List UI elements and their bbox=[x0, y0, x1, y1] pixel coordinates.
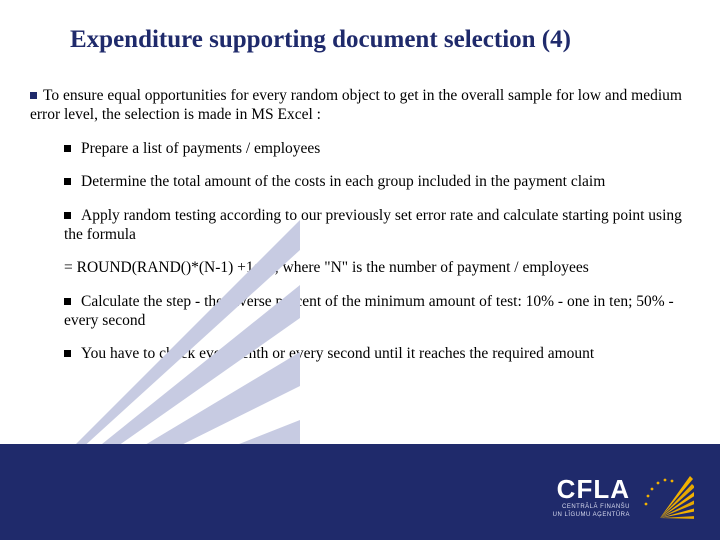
logo-sub2: UN LĪGUMU AĢENTŪRA bbox=[553, 512, 630, 518]
list-item-text: You have to check every tenth or every s… bbox=[81, 345, 594, 362]
square-bullet-icon bbox=[64, 178, 71, 185]
list-item: Apply random testing according to our pr… bbox=[64, 206, 696, 245]
square-bullet-icon bbox=[64, 350, 71, 357]
square-bullet-icon bbox=[64, 212, 71, 219]
logo-mark-icon bbox=[640, 470, 694, 524]
list-item: Prepare a list of payments / employees bbox=[64, 139, 696, 158]
logo-text-block: CFLA CENTRĀLĀ FINANŠU UN LĪGUMU AĢENTŪRA bbox=[553, 476, 630, 518]
footer-bar: CFLA CENTRĀLĀ FINANŠU UN LĪGUMU AĢENTŪRA bbox=[0, 444, 720, 540]
list-item-text: Determine the total amount of the costs … bbox=[81, 173, 605, 190]
intro-paragraph: To ensure equal opportunities for every … bbox=[30, 86, 696, 125]
logo-sub1: CENTRĀLĀ FINANŠU bbox=[553, 504, 630, 510]
page-title: Expenditure supporting document selectio… bbox=[70, 26, 680, 54]
square-bullet-icon bbox=[64, 298, 71, 305]
list-item-text: Prepare a list of payments / employees bbox=[81, 140, 320, 157]
square-bullet-icon bbox=[64, 145, 71, 152]
logo-name: CFLA bbox=[553, 476, 630, 502]
list-item-text: Apply random testing according to our pr… bbox=[64, 207, 682, 243]
square-bullet-icon bbox=[30, 92, 37, 99]
formula-line: = ROUND(RAND()*(N-1) +1; 0), where "N" i… bbox=[64, 258, 696, 277]
body-text: To ensure equal opportunities for every … bbox=[30, 86, 696, 378]
intro-text: To ensure equal opportunities for every … bbox=[30, 87, 682, 123]
logo: CFLA CENTRĀLĀ FINANŠU UN LĪGUMU AĢENTŪRA bbox=[553, 470, 694, 524]
slide: Expenditure supporting document selectio… bbox=[0, 0, 720, 540]
list-item-text: Calculate the step - the inverse percent… bbox=[64, 293, 674, 329]
list-item: Determine the total amount of the costs … bbox=[64, 172, 696, 191]
list-item: Calculate the step - the inverse percent… bbox=[64, 292, 696, 331]
list-item: You have to check every tenth or every s… bbox=[64, 344, 696, 363]
